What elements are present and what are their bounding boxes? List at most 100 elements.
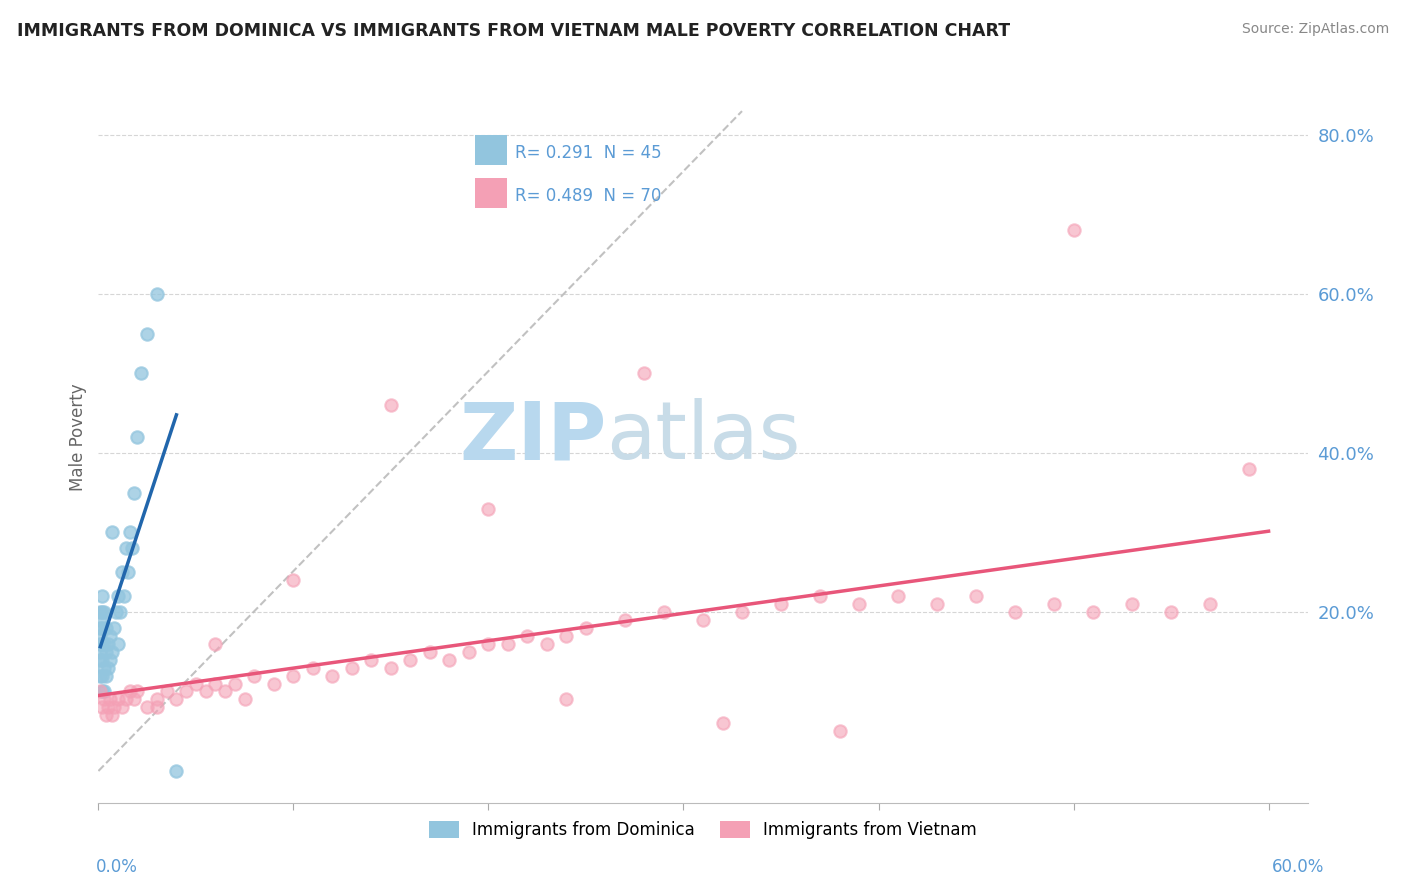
Point bbox=[89, 684, 111, 698]
Point bbox=[536, 637, 558, 651]
Point bbox=[107, 589, 129, 603]
Point bbox=[114, 541, 136, 556]
Text: Source: ZipAtlas.com: Source: ZipAtlas.com bbox=[1241, 22, 1389, 37]
Text: 0.0%: 0.0% bbox=[96, 858, 138, 876]
Point bbox=[965, 589, 987, 603]
Point bbox=[91, 637, 114, 651]
Point bbox=[925, 597, 948, 611]
Point bbox=[1063, 223, 1085, 237]
Point bbox=[233, 692, 256, 706]
Point bbox=[122, 692, 145, 706]
Point bbox=[769, 597, 792, 611]
Point bbox=[887, 589, 910, 603]
Point bbox=[111, 566, 134, 580]
Point bbox=[555, 629, 578, 643]
Point bbox=[131, 367, 153, 381]
Point bbox=[97, 700, 120, 714]
Text: atlas: atlas bbox=[606, 398, 800, 476]
Point bbox=[93, 684, 115, 698]
Point bbox=[136, 326, 159, 341]
Point bbox=[165, 764, 187, 778]
Point bbox=[101, 525, 124, 540]
Point bbox=[91, 653, 114, 667]
Point bbox=[107, 692, 129, 706]
Point bbox=[263, 676, 285, 690]
Point bbox=[848, 597, 870, 611]
Point bbox=[146, 700, 169, 714]
Y-axis label: Male Poverty: Male Poverty bbox=[69, 384, 87, 491]
Point bbox=[89, 645, 111, 659]
Point bbox=[101, 645, 124, 659]
Point bbox=[174, 684, 197, 698]
Point bbox=[711, 716, 734, 731]
Point bbox=[1121, 597, 1143, 611]
Point bbox=[96, 668, 118, 682]
Point bbox=[184, 676, 207, 690]
Point bbox=[204, 676, 226, 690]
Point bbox=[91, 700, 114, 714]
Point bbox=[477, 501, 499, 516]
Point bbox=[104, 605, 127, 619]
Point bbox=[89, 605, 111, 619]
Point bbox=[156, 684, 179, 698]
Point bbox=[224, 676, 246, 690]
Point bbox=[1237, 462, 1260, 476]
Point bbox=[214, 684, 236, 698]
Point bbox=[89, 621, 111, 635]
Point bbox=[118, 525, 141, 540]
Point bbox=[136, 700, 159, 714]
Point bbox=[93, 660, 115, 674]
Point bbox=[91, 589, 114, 603]
Point bbox=[98, 653, 121, 667]
Point bbox=[96, 708, 118, 723]
Point bbox=[146, 287, 169, 301]
Point bbox=[1081, 605, 1104, 619]
Point bbox=[633, 367, 655, 381]
Point bbox=[731, 605, 754, 619]
Point bbox=[516, 629, 538, 643]
Point bbox=[118, 684, 141, 698]
Point bbox=[808, 589, 831, 603]
Point bbox=[340, 660, 363, 674]
Point bbox=[614, 613, 637, 627]
Point bbox=[93, 692, 115, 706]
Text: 60.0%: 60.0% bbox=[1272, 858, 1324, 876]
Point bbox=[97, 637, 120, 651]
Point bbox=[122, 485, 145, 500]
Point bbox=[89, 629, 111, 643]
Point bbox=[96, 621, 118, 635]
Point bbox=[575, 621, 598, 635]
Point bbox=[828, 724, 851, 739]
Point bbox=[127, 430, 149, 444]
Point bbox=[399, 653, 422, 667]
Point bbox=[496, 637, 519, 651]
Point bbox=[243, 668, 266, 682]
Point bbox=[283, 573, 305, 587]
Point bbox=[89, 613, 111, 627]
Point bbox=[692, 613, 714, 627]
Point bbox=[98, 629, 121, 643]
Point bbox=[204, 637, 226, 651]
Point bbox=[114, 692, 136, 706]
Point bbox=[555, 692, 578, 706]
Point bbox=[477, 637, 499, 651]
Point bbox=[107, 637, 129, 651]
Point bbox=[302, 660, 325, 674]
Point bbox=[146, 692, 169, 706]
Point bbox=[112, 589, 135, 603]
Point bbox=[321, 668, 343, 682]
Point bbox=[380, 660, 402, 674]
Point bbox=[1004, 605, 1026, 619]
Point bbox=[98, 692, 121, 706]
Point bbox=[91, 668, 114, 682]
Point bbox=[117, 566, 139, 580]
Point bbox=[652, 605, 675, 619]
Point bbox=[89, 653, 111, 667]
Point bbox=[103, 621, 125, 635]
Legend: Immigrants from Dominica, Immigrants from Vietnam: Immigrants from Dominica, Immigrants fro… bbox=[422, 814, 984, 846]
Point bbox=[380, 398, 402, 412]
Point bbox=[101, 708, 124, 723]
Point bbox=[89, 637, 111, 651]
Point bbox=[121, 541, 143, 556]
Point bbox=[93, 605, 115, 619]
